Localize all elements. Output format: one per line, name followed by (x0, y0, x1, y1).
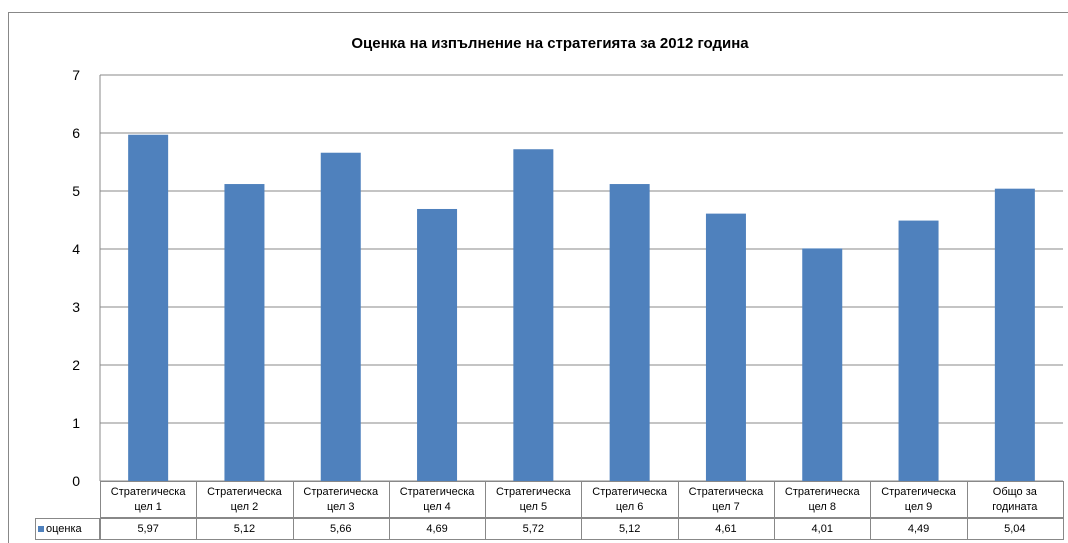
y-tick-label: 7 (72, 67, 80, 83)
data-label: 4,69 (388, 518, 487, 540)
x-tick-label: Общо за годината (966, 481, 1064, 518)
data-label: 5,66 (292, 518, 390, 540)
legend-swatch (38, 526, 44, 532)
data-label: 4,61 (677, 518, 776, 540)
x-tick-label: Стратегическа цел 3 (292, 481, 390, 518)
x-tick-label: Стратегическа цел 1 (100, 481, 198, 518)
x-tick-label: Стратегическа цел 5 (485, 481, 583, 518)
bar (320, 152, 361, 481)
legend-label: оценка (46, 522, 82, 535)
bar (417, 208, 458, 482)
bar (513, 149, 554, 482)
bar (994, 188, 1035, 481)
bar (802, 248, 843, 481)
x-tick-label: Стратегическа цел 4 (388, 481, 487, 518)
data-label: 4,49 (870, 518, 968, 540)
data-label: 5,12 (196, 518, 294, 540)
y-tick-label: 1 (72, 415, 80, 431)
bar (898, 220, 939, 481)
data-label: 5,12 (581, 518, 679, 540)
x-tick-label: Стратегическа цел 7 (677, 481, 776, 518)
table-border (100, 481, 101, 518)
data-label: 5,72 (485, 518, 583, 540)
bar (224, 184, 265, 482)
data-label: 5,04 (966, 518, 1064, 540)
x-tick-label: Стратегическа цел 6 (581, 481, 679, 518)
y-tick-label: 2 (72, 357, 80, 373)
bar (705, 213, 746, 481)
y-tick-label: 6 (72, 125, 80, 141)
y-tick-label: 4 (72, 241, 80, 257)
x-tick-label: Стратегическа цел 2 (196, 481, 294, 518)
x-tick-label: Стратегическа цел 8 (774, 481, 872, 518)
chart-title: Оценка на изпълнение на стратегията за 2… (351, 35, 749, 52)
y-tick-label: 3 (72, 299, 80, 315)
data-label: 5,97 (100, 518, 198, 540)
y-tick-label: 5 (72, 183, 80, 199)
x-tick-label: Стратегическа цел 9 (870, 481, 968, 518)
bar (609, 184, 650, 482)
legend-entry: оценка (35, 518, 101, 540)
bar (128, 134, 169, 482)
y-tick-label: 0 (72, 473, 80, 489)
data-label: 4,01 (774, 518, 872, 540)
